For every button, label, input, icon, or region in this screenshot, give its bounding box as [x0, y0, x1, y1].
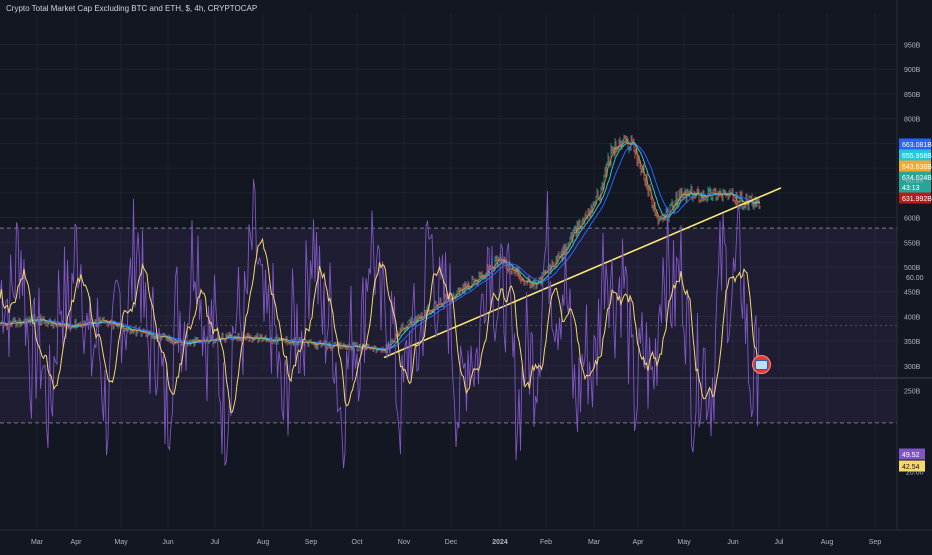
- trendline: [383, 187, 782, 359]
- x-tick-label: Jun: [162, 539, 173, 546]
- y-tick-label: 800B: [904, 117, 921, 124]
- x-tick-label: Apr: [633, 539, 645, 546]
- ma-slow-line: [0, 143, 760, 350]
- price-label: 43:13: [902, 185, 920, 192]
- price-label: 631.992B: [902, 196, 932, 203]
- x-tick-label: Mar: [588, 539, 601, 546]
- x-tick-label: Aug: [821, 539, 834, 546]
- x-tick-label: Sep: [305, 539, 318, 546]
- y-tick-label: 850B: [904, 92, 921, 99]
- rsi-value-label: 42.54: [902, 464, 920, 471]
- price-label: 655.958B: [902, 153, 932, 160]
- y-tick-label: 950B: [904, 42, 921, 49]
- rsi-ma-line: [0, 237, 760, 414]
- price-label: 643.638B: [902, 164, 932, 171]
- price-label: 663.081B: [902, 142, 932, 149]
- x-tick-label: Oct: [352, 539, 363, 546]
- y-tick-label: 250B: [904, 389, 921, 396]
- rsi-tick-label: 80.00: [906, 177, 924, 184]
- y-tick-label: 900B: [904, 67, 921, 74]
- y-tick-label: 500B: [904, 265, 921, 272]
- x-tick-label: Jul: [211, 539, 220, 546]
- rsi-tick-label: 60.00: [906, 275, 924, 282]
- x-tick-label: Jul: [775, 539, 784, 546]
- x-tick-label: Dec: [445, 539, 458, 546]
- rsi-value-label: 49.52: [902, 452, 920, 459]
- rsi-line: [0, 179, 760, 469]
- price-label-bg: [899, 160, 931, 172]
- rsi-value-bg: [899, 448, 925, 460]
- grid-main: [0, 14, 897, 392]
- x-tick-label: Sep: [869, 539, 882, 546]
- price-label-bg: [899, 171, 931, 183]
- ma-fast-line: [0, 138, 761, 351]
- x-tick-label: Nov: [398, 539, 411, 546]
- price-label: 634.024B: [902, 175, 932, 182]
- tradingview-logo-icon[interactable]: [752, 355, 771, 374]
- y-tick-label: 300B: [904, 364, 921, 371]
- price-label-bg: [899, 181, 931, 193]
- price-label-bg: [899, 192, 931, 204]
- rsi-value-bg: [899, 460, 925, 472]
- y-tick-label: 600B: [904, 216, 921, 223]
- x-tick-label: Feb: [540, 539, 552, 546]
- x-tick-label: Jun: [727, 539, 738, 546]
- chart-title: Crypto Total Market Cap Excluding BTC an…: [6, 4, 258, 13]
- x-tick-label: Apr: [71, 539, 83, 546]
- x-tick-label: Aug: [257, 539, 270, 546]
- rsi-tick-label: 20.00: [906, 470, 924, 477]
- price-label-bg: [899, 149, 931, 161]
- grid-osc: [36, 380, 876, 528]
- y-tick-label: 450B: [904, 290, 921, 297]
- x-tick-label: May: [677, 539, 691, 546]
- x-tick-label: 2024: [492, 539, 508, 546]
- ma-mid-line: [0, 141, 761, 351]
- y-tick-label: 400B: [904, 314, 921, 321]
- y-tick-label: 350B: [904, 339, 921, 346]
- price-label-bg: [899, 138, 931, 150]
- x-tick-label: Mar: [31, 539, 44, 546]
- x-tick-label: May: [114, 539, 128, 546]
- y-tick-label: 550B: [904, 240, 921, 247]
